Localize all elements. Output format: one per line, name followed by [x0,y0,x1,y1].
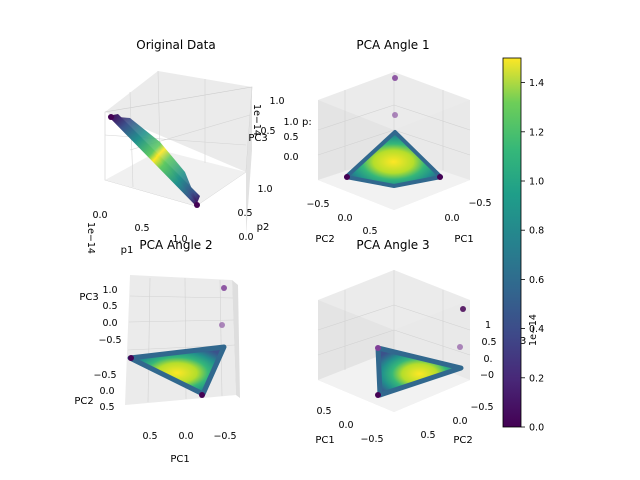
y-tick-label: 0.0 [337,213,352,224]
y-tick-label: 0.0 [99,386,114,397]
z-tick-label: 0.0 [283,152,298,163]
y-tick-label: 0.0 [238,232,253,243]
y-tick-label: −0.5 [470,402,493,413]
z-tick-label: 1.0 [102,285,117,296]
x-tick-label: 0.5 [142,431,157,442]
data-point-vertex [344,174,350,180]
z-tick-label: 0.5 [260,126,275,137]
x-tick-label: 0.0 [338,420,353,431]
side-pane [232,280,240,398]
grid-lines [317,270,471,370]
data-surface [108,114,200,206]
x-tick-label: −0.5 [213,431,236,442]
x-tick-label: −0.5 [468,198,491,209]
panel-title: PCA Angle 2 [139,238,212,252]
data-point-vertex [199,392,205,398]
data-point-vertex [375,345,381,351]
y-tick-label: 1.0 [257,184,272,195]
y-tick-label: 0.0 [452,416,467,427]
data-surface [127,344,227,397]
data-point-vertex [437,174,443,180]
x-tick-label: 0.0 [178,431,193,442]
x-tick-label: −0.5 [360,434,383,445]
colorbar: 0.0 0.2 0.4 0.6 0.8 1.0 1.2 1.4 1e−14 [502,57,544,434]
colorbar-ticks: 0.0 0.2 0.4 0.6 0.8 1.0 1.2 1.4 [521,78,544,434]
y-tick-label: 0.5 [99,402,114,413]
z-tick-label: 0.5 [283,132,298,143]
x-tick-label: 0.5 [316,406,331,417]
data-point-vertex [108,114,114,120]
x-offset-text: 1e−14 [85,222,96,254]
z-axis-label: PC3 [79,292,98,303]
z-tick-label: −0.5 [98,335,121,346]
data-point-vertex [128,355,134,361]
colorbar-gradient [502,57,522,428]
panel-pca-angle-3: PCA Angle 3 0.5 0.0 −0.5 PC1 0.5 0.0 −0.… [315,238,526,446]
colorbar-tick-label: 1.0 [529,177,544,188]
z-tick-label: 1.0 [269,96,284,107]
y-tick-label: −0.5 [93,370,116,381]
x-axis-label: PC1 [315,435,334,446]
data-point-vertex [375,392,381,398]
panel-title: PCA Angle 1 [356,38,429,52]
outlier-point [392,112,398,118]
panel-original-data: Original Data 0.0 0.5 1.0 p1 1e−14 0.0 0… [85,38,285,256]
colorbar-tick-label: 0.0 [529,423,544,434]
x-tick-label: 0.0 [92,210,107,221]
panel-title: PCA Angle 3 [356,238,429,252]
z-tick-label: 0.5 [481,337,496,348]
x-tick-label: 1.0 [172,234,187,245]
outlier-point [392,75,398,81]
colorbar-tick-label: 0.2 [529,373,544,384]
z-tick-label: 0.5 [102,301,117,312]
y-axis-label: PC2 [453,435,472,446]
outlier-point [221,285,227,291]
colorbar-tick-label: 1.4 [529,78,544,89]
z-tick-label: 1 [485,320,491,331]
side-pane [246,87,252,236]
z-axis-label-partial: p: [302,117,312,128]
outlier-point [219,322,225,328]
z-tick-label: 0.0 [102,318,117,329]
back-pane [105,71,252,172]
z-offset-text: 1e−14 [251,104,262,136]
z-tick-label: 0. [483,354,492,365]
colorbar-offset-text: 1e−14 [528,314,539,346]
data-surface [375,345,464,398]
z-tick-label: 1.0 [283,117,298,128]
x-tick-label: 0.0 [444,213,459,224]
y-tick-label: −0.5 [306,199,329,210]
panel-title: Original Data [136,38,215,52]
y-tick-label: 0.5 [362,226,377,237]
colorbar-tick-label: 1.2 [529,127,544,138]
y-axis-label: PC2 [74,396,93,407]
y-tick-label: 0.5 [420,430,435,441]
colorbar-tick-label: 0.8 [529,226,544,237]
panel-pca-angle-2: PCA Angle 2 1.0 0.5 0.0 −0.5 PC3 −0.5 0.… [74,238,240,465]
y-axis-label: p2 [257,222,270,233]
y-tick-label: 0.5 [237,208,252,219]
colorbar-tick-label: 0.6 [529,275,544,286]
x-axis-label: p1 [121,245,134,256]
x-axis-label: PC1 [454,234,473,245]
panel-pca-angle-1: PCA Angle 1 −0.5 0.0 0.5 PC2 0.0 −0.5 PC… [283,38,491,245]
colorbar-tick-label: 0.4 [529,324,544,335]
outlier-point [460,306,466,312]
outlier-point [457,344,463,350]
x-tick-label: 0.5 [134,223,149,234]
z-tick-label: −0 [480,370,494,381]
x-axis-label: PC1 [170,454,189,465]
z-axis-label: PC3 [248,133,267,144]
data-point-vertex [194,202,200,208]
y-axis-label: PC2 [315,234,334,245]
